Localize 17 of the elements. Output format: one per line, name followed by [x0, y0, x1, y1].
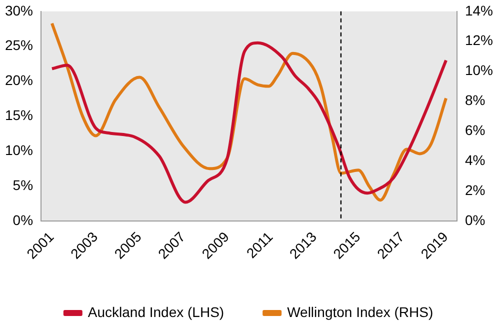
y-tick-label: 10%	[4, 142, 34, 158]
y-tick-label: 5%	[12, 177, 34, 194]
y2-tick-label: 2%	[464, 182, 486, 198]
y-tick-label: 20%	[4, 72, 34, 88]
y2-tick-label: 10%	[464, 62, 494, 78]
y-tick-label: 30%	[4, 2, 34, 18]
y-tick-label: 25%	[4, 37, 34, 54]
y-tick-label: 0%	[12, 212, 34, 228]
legend-label: Auckland Index (LHS)	[88, 304, 224, 320]
y2-tick-label: 12%	[464, 32, 494, 48]
y2-tick-label: 0%	[464, 212, 486, 228]
legend-label: Wellington Index (RHS)	[287, 304, 434, 320]
y2-tick-label: 4%	[464, 152, 486, 168]
y-tick-label: 15%	[4, 107, 34, 124]
y2-tick-label: 6%	[464, 122, 486, 138]
y2-tick-label: 14%	[464, 2, 494, 18]
y2-tick-label: 8%	[464, 92, 486, 108]
